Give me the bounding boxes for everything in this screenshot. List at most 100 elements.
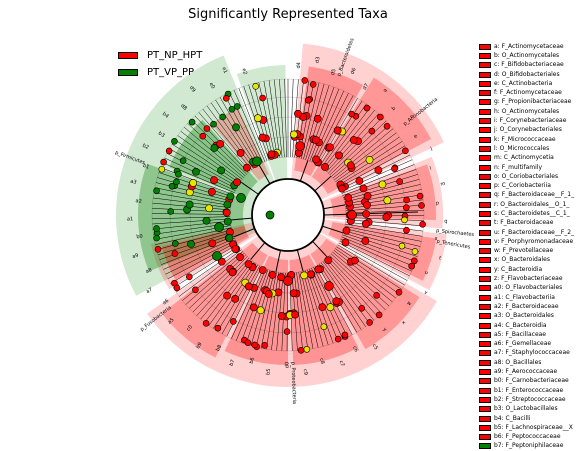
taxa-legend-label: f: F_Actinomycetaceae xyxy=(494,90,562,96)
taxa-legend-swatch xyxy=(479,360,491,366)
taxa-legend-label: a: F_Actinomycetaceae xyxy=(494,44,564,50)
legend-swatch-green xyxy=(118,69,138,76)
taxon-node xyxy=(200,133,206,139)
taxa-legend-label: u: F_Bacteroidaceae__F_2_ xyxy=(494,230,574,236)
taxon-node xyxy=(262,342,268,348)
taxa-legend-label: b0: F_Carnobacteriaceae xyxy=(494,378,569,384)
taxa-legend-swatch xyxy=(479,304,491,310)
taxon-node xyxy=(161,159,167,165)
taxa-legend-item: p: C_Coriobacteriia xyxy=(479,181,574,190)
taxa-legend-swatch xyxy=(479,81,491,87)
clade-label: d0 xyxy=(284,362,290,368)
taxon-node xyxy=(265,290,272,297)
taxa-legend-label: h: O_Actinomycetales xyxy=(494,109,559,115)
taxon-node xyxy=(206,205,213,212)
taxon-node xyxy=(402,148,408,154)
taxon-node xyxy=(155,246,161,252)
taxa-legend-label: v: F_Porphyromonadaceae xyxy=(494,239,573,245)
taxon-node xyxy=(189,119,195,125)
taxa-legend-label: a2: F_Bacteroidaceae xyxy=(494,304,559,310)
taxa-legend-item: a9: F_Aerococcaceae xyxy=(479,367,574,376)
clade-label: b0 xyxy=(136,233,143,240)
taxa-legend-swatch xyxy=(479,397,491,403)
taxon-node xyxy=(343,227,350,234)
taxon-node xyxy=(237,149,244,156)
taxon-node xyxy=(223,95,229,101)
taxa-legend-swatch xyxy=(479,285,491,291)
taxa-legend-swatch xyxy=(479,388,491,394)
taxon-node xyxy=(234,103,240,109)
taxa-legend-label: d: O_Bifidobacteriales xyxy=(494,72,560,78)
taxon-node xyxy=(403,227,409,233)
taxa-legend-label: e: C_Actinobacteria xyxy=(494,81,552,87)
taxon-node xyxy=(349,111,355,117)
taxa-legend-item: d: O_Bifidobacteriales xyxy=(479,70,574,79)
taxon-node xyxy=(420,221,426,227)
taxa-legend-label: a6: F_Gemellaceae xyxy=(494,341,551,347)
key-node xyxy=(266,211,274,219)
taxon-node xyxy=(224,218,231,225)
clade-label: a7 xyxy=(145,287,153,295)
taxon-node xyxy=(204,126,210,132)
taxa-legend-swatch xyxy=(479,127,491,133)
taxa-legend-item: h: O_Actinomycetales xyxy=(479,107,574,116)
taxon-node xyxy=(310,81,316,87)
taxa-legend-label: q: F_Bacteroidaceae__F_1_ xyxy=(494,192,574,198)
taxon-node xyxy=(334,127,341,134)
taxon-node xyxy=(374,292,380,298)
taxon-node xyxy=(342,332,348,338)
taxa-legend-swatch xyxy=(479,257,491,263)
taxon-node xyxy=(363,210,370,217)
taxon-node xyxy=(302,77,308,83)
taxon-node xyxy=(236,254,243,261)
taxon-node xyxy=(375,167,382,174)
taxon-node xyxy=(314,115,321,122)
taxon-node xyxy=(327,304,334,311)
taxa-legend-swatch xyxy=(479,323,491,329)
taxon-node xyxy=(364,192,371,199)
taxa-legend-item: o: O_Coriobacteriales xyxy=(479,172,574,181)
taxon-node xyxy=(254,115,261,122)
taxa-legend-item: y: C_Bacteroidia xyxy=(479,265,574,274)
taxa-legend-item: k: F_Micrococcaceae xyxy=(479,135,574,144)
taxon-node xyxy=(209,240,216,247)
taxa-legend-item: b0: F_Carnobacteriaceae xyxy=(479,377,574,386)
taxa-legend-label: a8: O_Bacillales xyxy=(494,360,541,366)
taxon-node xyxy=(409,263,415,269)
taxa-legend-label: a7: F_Staphylococcaceae xyxy=(494,350,570,356)
taxa-legend-item: w: F_Prevotellaceae xyxy=(479,247,574,256)
taxa-legend-item: f: F_Actinomycetaceae xyxy=(479,88,574,97)
taxon-node xyxy=(391,166,397,172)
taxa-legend-item: x: O_Bacteroidales xyxy=(479,256,574,265)
taxon-node xyxy=(300,272,307,279)
branch-line xyxy=(290,79,293,157)
taxa-legend-swatch xyxy=(479,239,491,245)
taxa-legend-swatch xyxy=(479,416,491,422)
taxon-node xyxy=(335,336,341,342)
taxa-legend-swatch xyxy=(479,183,491,189)
taxa-legend-label: b5: F_Lachnospiraceae__X xyxy=(494,425,573,431)
taxa-legend-label: p: C_Coriobacteriia xyxy=(494,183,551,189)
taxa-legend-item: r: O_Bacteroidales__O_1_ xyxy=(479,200,574,209)
taxa-legend-swatch xyxy=(479,341,491,347)
taxon-node xyxy=(412,248,418,254)
taxon-node xyxy=(217,140,224,147)
taxon-node xyxy=(360,185,367,192)
clade-label: q xyxy=(444,218,447,224)
taxon-node xyxy=(232,295,239,302)
taxa-legend-swatch xyxy=(479,350,491,356)
clade-label: a2 xyxy=(135,198,142,205)
taxa-legend-item: l: O_Micrococcales xyxy=(479,144,574,153)
taxon-node xyxy=(307,271,314,278)
taxon-node xyxy=(312,136,319,143)
root-circle xyxy=(252,179,324,251)
taxa-legend-label: b7: F_Peptoniphilaceae xyxy=(494,443,563,449)
taxon-node xyxy=(174,285,180,291)
taxa-legend-swatch xyxy=(479,332,491,338)
taxon-node xyxy=(364,105,370,111)
taxon-node xyxy=(403,205,409,211)
taxon-node xyxy=(243,164,250,171)
legend-label: PT_VP_PP xyxy=(147,67,194,78)
taxa-legend-swatch xyxy=(479,369,491,375)
taxon-node xyxy=(338,185,345,192)
